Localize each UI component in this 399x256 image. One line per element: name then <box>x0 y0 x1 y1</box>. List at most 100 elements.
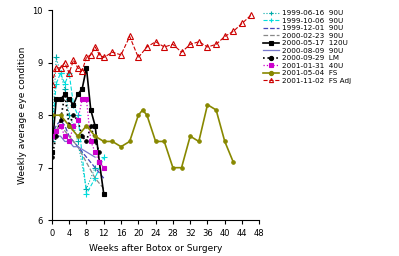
2001-01-31  40U <box>84 98 89 101</box>
2001-01-31  40U <box>89 140 93 143</box>
1999-06-16  90U <box>62 87 67 90</box>
1999-12-01  90U <box>75 145 80 148</box>
2001-05-04  FS <box>214 109 219 112</box>
1999-06-16  90U <box>71 124 76 127</box>
2001-11-02  FS Adj <box>110 51 115 54</box>
2000-02-23  90U <box>67 135 71 138</box>
2001-05-04  FS <box>170 166 175 169</box>
2000-09-29  LM <box>71 114 76 117</box>
2001-05-04  FS <box>84 124 89 127</box>
2001-05-04  FS <box>222 140 227 143</box>
1999-12-01  90U <box>54 124 59 127</box>
1999-10-06  90U <box>75 114 80 117</box>
1999-12-01  90U <box>101 177 106 180</box>
2000-02-23  90U <box>75 145 80 148</box>
2001-11-02  FS Adj <box>97 53 102 56</box>
1999-12-01  90U <box>71 140 76 143</box>
2001-05-04  FS <box>140 109 145 112</box>
2001-11-02  FS Adj <box>240 22 245 25</box>
2000-08-09  90U <box>62 140 67 143</box>
2001-11-02  FS Adj <box>101 56 106 59</box>
2001-11-02  FS Adj <box>62 61 67 64</box>
2001-05-04  FS <box>101 140 106 143</box>
2001-01-31  40U <box>97 161 102 164</box>
2001-05-04  FS <box>49 114 54 117</box>
2000-02-23  90U <box>58 119 63 122</box>
2000-09-29  LM <box>49 156 54 159</box>
Line: 2000-09-29  LM: 2000-09-29 LM <box>50 92 101 159</box>
2001-11-02  FS Adj <box>214 43 219 46</box>
Legend: 1999-06-16  90U, 1999-10-06  90U, 1999-12-01  90U, 2000-02-23  90U, 2000-05-17  : 1999-06-16 90U, 1999-10-06 90U, 1999-12-… <box>263 10 351 84</box>
2000-02-23  90U <box>71 140 76 143</box>
2001-01-31  40U <box>71 124 76 127</box>
2000-08-09  90U <box>58 135 63 138</box>
2001-11-02  FS Adj <box>136 56 141 59</box>
1999-06-16  90U <box>67 114 71 117</box>
2000-09-29  LM <box>97 150 102 153</box>
2001-05-04  FS <box>67 124 71 127</box>
Line: 2001-01-31  40U: 2001-01-31 40U <box>50 98 105 169</box>
2000-08-09  90U <box>54 135 59 138</box>
1999-12-01  90U <box>49 135 54 138</box>
Line: 2000-02-23  90U: 2000-02-23 90U <box>52 120 104 189</box>
2001-05-04  FS <box>75 135 80 138</box>
2001-05-04  FS <box>231 161 236 164</box>
2001-01-31  40U <box>62 135 67 138</box>
1999-06-16  90U <box>49 140 54 143</box>
1999-10-06  90U <box>58 72 63 75</box>
2001-05-04  FS <box>205 103 210 106</box>
2000-05-17  120U <box>75 93 80 96</box>
1999-10-06  90U <box>101 156 106 159</box>
Y-axis label: Weekly average eye condition: Weekly average eye condition <box>18 47 27 184</box>
1999-10-06  90U <box>62 82 67 85</box>
2000-05-17  120U <box>58 98 63 101</box>
2001-01-31  40U <box>58 124 63 127</box>
1999-10-06  90U <box>84 192 89 195</box>
2000-02-23  90U <box>54 129 59 132</box>
1999-10-06  90U <box>71 103 76 106</box>
Line: 2000-05-17  120U: 2000-05-17 120U <box>50 66 105 196</box>
2001-11-02  FS Adj <box>67 72 71 75</box>
2001-11-02  FS Adj <box>75 66 80 69</box>
2001-01-31  40U <box>54 129 59 132</box>
2001-11-02  FS Adj <box>205 45 210 48</box>
1999-10-06  90U <box>54 82 59 85</box>
1999-06-16  90U <box>84 187 89 190</box>
2000-09-29  LM <box>84 140 89 143</box>
2001-11-02  FS Adj <box>248 14 253 17</box>
2001-01-31  40U <box>80 98 85 101</box>
X-axis label: Weeks after Botox or Surgery: Weeks after Botox or Surgery <box>89 244 222 253</box>
1999-12-01  90U <box>93 166 97 169</box>
1999-10-06  90U <box>67 72 71 75</box>
2001-05-04  FS <box>58 114 63 117</box>
2000-09-29  LM <box>54 135 59 138</box>
2001-11-02  FS Adj <box>179 51 184 54</box>
2001-11-02  FS Adj <box>49 82 54 85</box>
Line: 1999-10-06  90U: 1999-10-06 90U <box>49 70 107 197</box>
2000-08-09  90U <box>71 145 76 148</box>
2000-09-29  LM <box>67 124 71 127</box>
2000-05-17  120U <box>101 192 106 195</box>
2000-05-17  120U <box>67 98 71 101</box>
2000-05-17  120U <box>54 98 59 101</box>
2001-11-02  FS Adj <box>222 35 227 38</box>
2000-09-29  LM <box>75 119 80 122</box>
Line: 2001-11-02  FS Adj: 2001-11-02 FS Adj <box>49 13 253 87</box>
2001-05-04  FS <box>188 135 193 138</box>
2001-01-31  40U <box>93 150 97 153</box>
2001-05-04  FS <box>93 135 97 138</box>
2001-11-02  FS Adj <box>80 69 85 72</box>
Line: 2001-05-04  FS: 2001-05-04 FS <box>50 103 235 169</box>
2000-09-29  LM <box>80 135 85 138</box>
1999-12-01  90U <box>58 119 63 122</box>
2001-01-31  40U <box>75 119 80 122</box>
2000-05-17  120U <box>80 87 85 90</box>
2000-02-23  90U <box>101 187 106 190</box>
2001-11-02  FS Adj <box>89 53 93 56</box>
1999-06-16  90U <box>93 166 97 169</box>
2000-02-23  90U <box>62 129 67 132</box>
2000-02-23  90U <box>93 177 97 180</box>
2001-11-02  FS Adj <box>153 40 158 43</box>
Line: 2000-08-09  90U: 2000-08-09 90U <box>52 136 95 157</box>
2001-05-04  FS <box>127 140 132 143</box>
